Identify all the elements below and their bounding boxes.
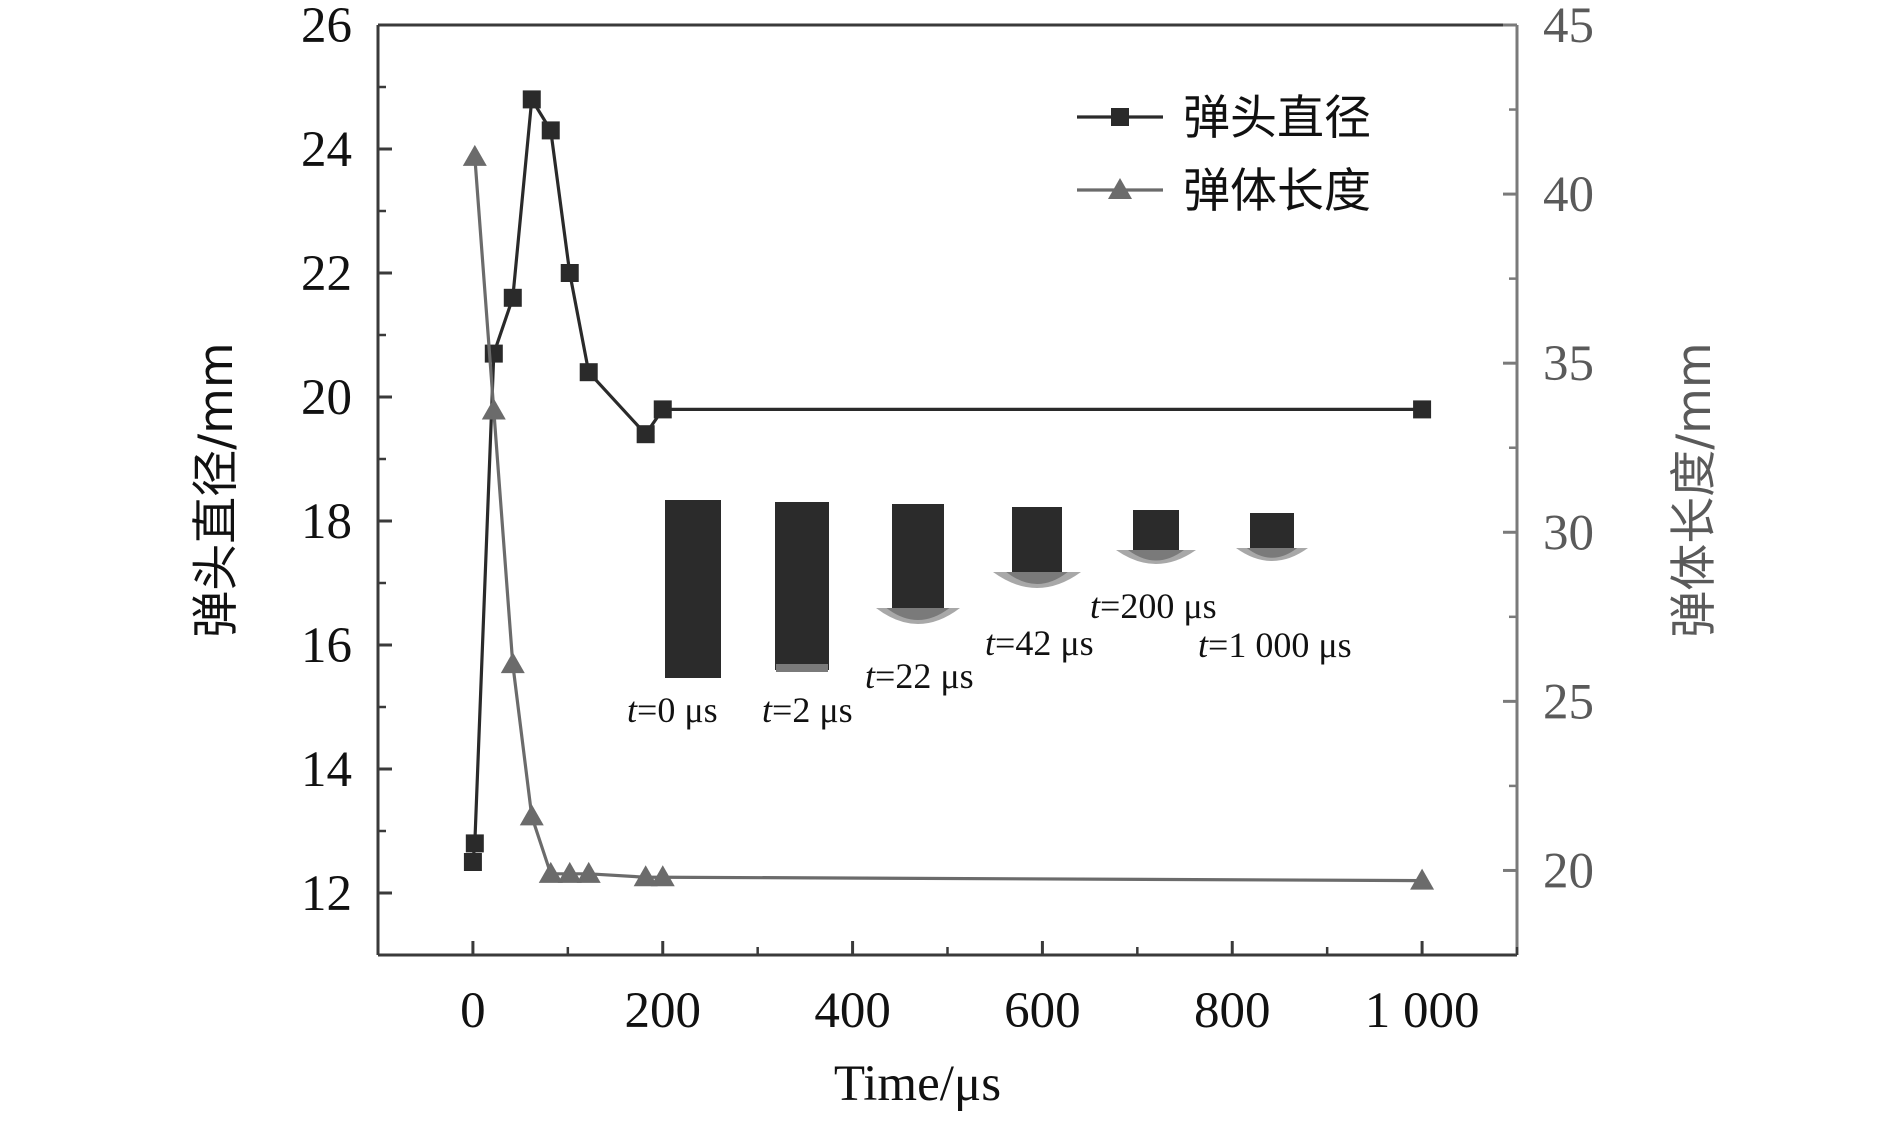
- inset-time-label: t=200 μs: [1090, 586, 1217, 626]
- data-point-square: [503, 288, 522, 307]
- inset-time-symbol: t: [762, 690, 773, 730]
- data-point-triangle: [481, 398, 506, 420]
- series-line-right: [473, 156, 1423, 883]
- inset-time-label: t=2 μs: [762, 690, 853, 730]
- projectile-inset: t=0 μs t=2 μst=22 μst=42 μst=200 μst=1 00…: [627, 500, 1352, 730]
- x-tick-label: 0: [460, 983, 486, 1039]
- data-point-triangle: [538, 861, 563, 883]
- x-tick-label: 200: [625, 983, 702, 1039]
- data-point-square: [465, 834, 484, 853]
- inset-time-label: t=42 μs: [985, 623, 1094, 663]
- inset-time-symbol: t: [1090, 586, 1101, 626]
- y-left-tick-label: 18: [301, 494, 352, 550]
- data-point-triangle: [500, 652, 525, 674]
- data-point-square: [541, 121, 560, 140]
- y-right-tick-label: 40: [1543, 167, 1594, 223]
- y-left-axis-title: 弹头直径/mm: [189, 342, 244, 637]
- inset-time-symbol: t: [1198, 625, 1209, 665]
- axes-group: 0 200 400 600 800 1 000 12 14 16 18 20 22 24 26 20 25 30…: [189, 0, 1722, 1112]
- y-right-tick-label: 35: [1543, 336, 1594, 392]
- projectile-body: [665, 500, 721, 678]
- y-left-tick-label: 16: [301, 618, 352, 674]
- projectile-body: [1250, 513, 1294, 548]
- x-tick-label: 600: [1004, 983, 1081, 1039]
- y-left-tick-label: 26: [301, 0, 352, 54]
- x-tick-label: 400: [814, 983, 891, 1039]
- x-axis-title: Time/μs: [834, 1056, 1001, 1112]
- legend-marker-triangle: [1108, 178, 1132, 199]
- x-tick-label: 1 000: [1365, 983, 1480, 1039]
- inset-time-value: =42 μs: [995, 623, 1094, 663]
- projectile-body: [1133, 510, 1179, 550]
- y-left-tick-label: 14: [301, 742, 352, 798]
- data-point-triangle: [633, 865, 658, 887]
- y-right-tick-label: 45: [1543, 0, 1594, 54]
- legend-label: 弹体长度: [1183, 164, 1371, 219]
- data-point-square: [1413, 400, 1432, 419]
- y-right-tick-label: 30: [1543, 505, 1594, 561]
- data-point-square: [579, 363, 598, 382]
- x-tick-label: 800: [1194, 983, 1271, 1039]
- series-layer: [462, 90, 1435, 890]
- legend-marker-square: [1111, 108, 1129, 126]
- legend-label: 弹头直径: [1183, 91, 1371, 146]
- data-point-square: [636, 425, 655, 444]
- inset-time-label: t=1 000 μs: [1198, 625, 1352, 665]
- data-point-square: [522, 90, 541, 109]
- data-point-square: [560, 264, 579, 282]
- inset-time-value: =22 μs: [875, 656, 974, 696]
- data-point-square: [463, 853, 482, 871]
- data-point-square: [653, 400, 672, 419]
- inset-time-value: =1 000 μs: [1208, 625, 1352, 665]
- projectile-mushroom-inner: [886, 608, 950, 620]
- inset-time-value: =0 μs: [637, 690, 718, 730]
- inset-time-label: t=0 μs: [627, 690, 718, 730]
- projectile-mushroom-inner: [1246, 548, 1298, 558]
- inset-time-symbol: t: [865, 656, 876, 696]
- y-left-tick-label: 12: [301, 866, 352, 922]
- y-left-tick-label: 24: [301, 122, 352, 178]
- projectile-body: [775, 502, 829, 670]
- y-right-tick-label: 25: [1543, 674, 1594, 730]
- y-right-axis-title: 弹体长度/mm: [1667, 342, 1722, 637]
- data-point-triangle: [650, 865, 675, 887]
- data-point-triangle: [462, 144, 487, 166]
- inset-time-label: t=22 μs: [865, 656, 974, 696]
- projectile-body: [1012, 507, 1062, 572]
- projectile-deformed-tip: [776, 664, 828, 672]
- inset-time-value: =200 μs: [1100, 586, 1217, 626]
- projectile-body: [892, 504, 944, 609]
- data-point-triangle: [557, 861, 582, 883]
- data-point-triangle: [1410, 868, 1435, 890]
- y-left-tick-label: 20: [301, 370, 352, 426]
- projectile-mushroom-inner: [1006, 572, 1068, 584]
- projectile-mushroom-inner: [1128, 550, 1184, 561]
- data-point-triangle: [576, 861, 601, 883]
- inset-time-value: =2 μs: [772, 690, 853, 730]
- y-right-tick-label: 20: [1543, 843, 1594, 899]
- y-left-tick-label: 22: [301, 246, 352, 302]
- data-point-triangle: [519, 804, 544, 826]
- inset-time-symbol: t: [627, 690, 638, 730]
- inset-time-symbol: t: [985, 623, 996, 663]
- series-right: [462, 144, 1435, 890]
